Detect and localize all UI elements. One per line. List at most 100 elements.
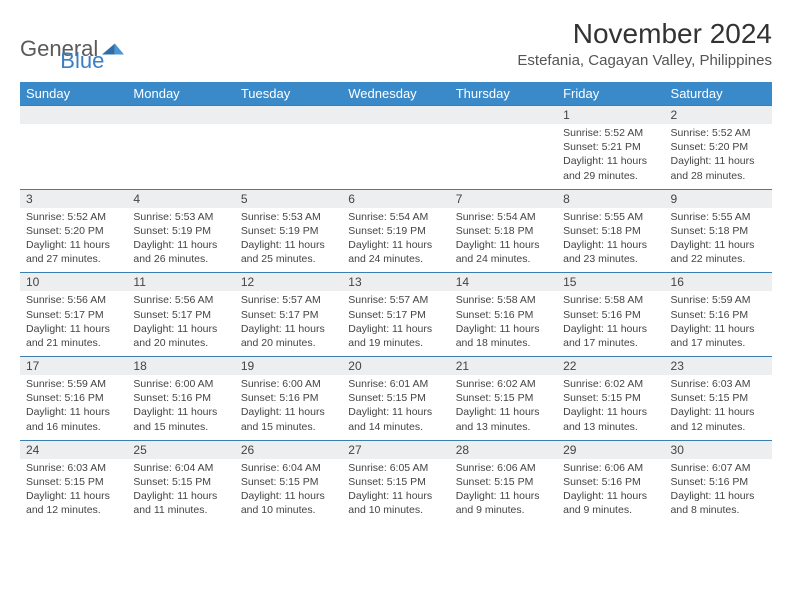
sunset-text: Sunset: 5:16 PM — [456, 308, 551, 322]
daylight-text: Daylight: 11 hours and 13 minutes. — [456, 405, 551, 433]
day-number-row: 12 — [20, 106, 772, 125]
sunset-text: Sunset: 5:18 PM — [563, 224, 658, 238]
day-number-cell — [235, 106, 342, 125]
location-text: Estefania, Cagayan Valley, Philippines — [517, 52, 772, 69]
day-number-cell: 24 — [20, 440, 127, 459]
sunrise-text: Sunrise: 5:57 AM — [241, 293, 336, 307]
daylight-text: Daylight: 11 hours and 9 minutes. — [563, 489, 658, 517]
day-detail-cell: Sunrise: 6:03 AMSunset: 5:15 PMDaylight:… — [665, 375, 772, 440]
day-detail-cell: Sunrise: 6:03 AMSunset: 5:15 PMDaylight:… — [20, 459, 127, 524]
sunrise-text: Sunrise: 6:06 AM — [456, 461, 551, 475]
flag-icon — [102, 41, 124, 57]
day-number-cell: 7 — [450, 189, 557, 208]
day-detail-cell: Sunrise: 6:06 AMSunset: 5:16 PMDaylight:… — [557, 459, 664, 524]
day-detail-cell: Sunrise: 6:02 AMSunset: 5:15 PMDaylight:… — [450, 375, 557, 440]
sunset-text: Sunset: 5:19 PM — [241, 224, 336, 238]
daylight-text: Daylight: 11 hours and 15 minutes. — [241, 405, 336, 433]
weekday-header: Tuesday — [235, 82, 342, 106]
sunrise-text: Sunrise: 6:03 AM — [671, 377, 766, 391]
day-detail-cell: Sunrise: 5:52 AMSunset: 5:20 PMDaylight:… — [20, 208, 127, 273]
daylight-text: Daylight: 11 hours and 11 minutes. — [133, 489, 228, 517]
day-detail-row: Sunrise: 5:59 AMSunset: 5:16 PMDaylight:… — [20, 375, 772, 440]
day-detail-row: Sunrise: 5:52 AM Sunset: 5:21 PMDaylight:… — [20, 124, 772, 189]
sunset-text: Sunset: 5:15 PM — [456, 391, 551, 405]
sunset-text: Sunset: 5:19 PM — [348, 224, 443, 238]
day-number-cell: 11 — [127, 273, 234, 292]
day-number-cell: 18 — [127, 357, 234, 376]
daylight-text: Daylight: 11 hours and 14 minutes. — [348, 405, 443, 433]
day-detail-cell: Sunrise: 6:06 AMSunset: 5:15 PMDaylight:… — [450, 459, 557, 524]
sunrise-text: Sunrise: 5:56 AM — [133, 293, 228, 307]
weekday-header: Friday — [557, 82, 664, 106]
day-detail-row: Sunrise: 5:52 AMSunset: 5:20 PMDaylight:… — [20, 208, 772, 273]
sunrise-text: Sunrise: 5:53 AM — [241, 210, 336, 224]
sunrise-text: Sunrise: 5:52 AM — [671, 126, 766, 140]
daylight-text: Daylight: 11 hours and 25 minutes. — [241, 238, 336, 266]
day-detail-cell: Sunrise: 6:01 AMSunset: 5:15 PMDaylight:… — [342, 375, 449, 440]
day-number-cell: 9 — [665, 189, 772, 208]
daylight-text: Daylight: 11 hours and 8 minutes. — [671, 489, 766, 517]
sunset-text: Sunset: 5:21 PM — [563, 140, 658, 154]
daylight-text: Daylight: 11 hours and 17 minutes. — [671, 322, 766, 350]
sunrise-text: Sunrise: 6:03 AM — [26, 461, 121, 475]
day-detail-cell: Sunrise: 5:59 AMSunset: 5:16 PMDaylight:… — [20, 375, 127, 440]
day-detail-cell: Sunrise: 5:58 AMSunset: 5:16 PMDaylight:… — [557, 291, 664, 356]
day-number-cell: 6 — [342, 189, 449, 208]
header: General Blue November 2024 Estefania, Ca… — [20, 18, 772, 74]
day-detail-cell: Sunrise: 5:56 AMSunset: 5:17 PMDaylight:… — [20, 291, 127, 356]
day-number-cell: 3 — [20, 189, 127, 208]
sunset-text: Sunset: 5:15 PM — [133, 475, 228, 489]
sunrise-text: Sunrise: 6:02 AM — [563, 377, 658, 391]
daylight-text: Daylight: 11 hours and 16 minutes. — [26, 405, 121, 433]
day-number-cell: 19 — [235, 357, 342, 376]
sunrise-text: Sunrise: 5:52 AM — [26, 210, 121, 224]
day-detail-cell: Sunrise: 5:59 AMSunset: 5:16 PMDaylight:… — [665, 291, 772, 356]
daylight-text: Daylight: 11 hours and 27 minutes. — [26, 238, 121, 266]
day-number-cell — [342, 106, 449, 125]
day-number-cell: 16 — [665, 273, 772, 292]
title-block: November 2024 Estefania, Cagayan Valley,… — [517, 18, 772, 69]
day-detail-cell: Sunrise: 5:52 AMSunset: 5:21 PMDaylight:… — [557, 124, 664, 189]
sunrise-text: Sunrise: 6:01 AM — [348, 377, 443, 391]
sunrise-text: Sunrise: 5:54 AM — [348, 210, 443, 224]
sunrise-text: Sunrise: 6:02 AM — [456, 377, 551, 391]
sunrise-text: Sunrise: 6:00 AM — [241, 377, 336, 391]
weekday-header: Saturday — [665, 82, 772, 106]
daylight-text: Daylight: 11 hours and 10 minutes. — [348, 489, 443, 517]
sunset-text: Sunset: 5:15 PM — [26, 475, 121, 489]
sunset-text: Sunset: 5:16 PM — [563, 308, 658, 322]
day-detail-cell: Sunrise: 6:04 AMSunset: 5:15 PMDaylight:… — [127, 459, 234, 524]
day-number-cell: 30 — [665, 440, 772, 459]
daylight-text: Daylight: 11 hours and 24 minutes. — [348, 238, 443, 266]
sunrise-text: Sunrise: 5:55 AM — [671, 210, 766, 224]
sunrise-text: Sunrise: 5:59 AM — [26, 377, 121, 391]
daylight-text: Daylight: 11 hours and 21 minutes. — [26, 322, 121, 350]
day-number-cell — [127, 106, 234, 125]
weekday-header-row: Sunday Monday Tuesday Wednesday Thursday… — [20, 82, 772, 106]
sunset-text: Sunset: 5:15 PM — [241, 475, 336, 489]
day-detail-cell — [342, 124, 449, 189]
sunset-text: Sunset: 5:15 PM — [671, 391, 766, 405]
day-detail-cell: Sunrise: 5:54 AMSunset: 5:19 PMDaylight:… — [342, 208, 449, 273]
day-detail-cell: Sunrise: 6:00 AMSunset: 5:16 PMDaylight:… — [127, 375, 234, 440]
weekday-header: Wednesday — [342, 82, 449, 106]
day-detail-cell — [450, 124, 557, 189]
sunrise-text: Sunrise: 5:54 AM — [456, 210, 551, 224]
brand-logo: General Blue — [20, 24, 104, 74]
daylight-text: Daylight: 11 hours and 29 minutes. — [563, 154, 658, 182]
daylight-text: Daylight: 11 hours and 9 minutes. — [456, 489, 551, 517]
day-detail-row: Sunrise: 5:56 AMSunset: 5:17 PMDaylight:… — [20, 291, 772, 356]
sunset-text: Sunset: 5:15 PM — [456, 475, 551, 489]
sunset-text: Sunset: 5:20 PM — [26, 224, 121, 238]
daylight-text: Daylight: 11 hours and 20 minutes. — [241, 322, 336, 350]
daylight-text: Daylight: 11 hours and 10 minutes. — [241, 489, 336, 517]
daylight-text: Daylight: 11 hours and 20 minutes. — [133, 322, 228, 350]
day-number-cell — [450, 106, 557, 125]
sunrise-text: Sunrise: 5:58 AM — [563, 293, 658, 307]
day-detail-cell: Sunrise: 6:00 AMSunset: 5:16 PMDaylight:… — [235, 375, 342, 440]
day-number-cell: 17 — [20, 357, 127, 376]
sunrise-text: Sunrise: 5:55 AM — [563, 210, 658, 224]
day-detail-cell: Sunrise: 6:07 AMSunset: 5:16 PMDaylight:… — [665, 459, 772, 524]
calendar-table: Sunday Monday Tuesday Wednesday Thursday… — [20, 82, 772, 523]
sunset-text: Sunset: 5:15 PM — [348, 475, 443, 489]
